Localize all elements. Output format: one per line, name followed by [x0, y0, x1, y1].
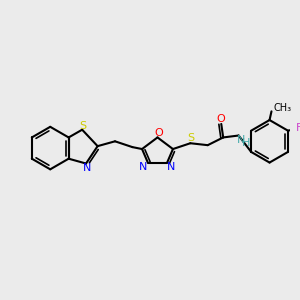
Text: N: N	[83, 164, 91, 173]
Text: H: H	[242, 138, 250, 148]
Text: F: F	[296, 123, 300, 133]
Text: O: O	[154, 128, 163, 138]
Text: S: S	[80, 121, 87, 131]
Text: S: S	[188, 134, 195, 143]
Text: N: N	[237, 135, 246, 145]
Text: O: O	[216, 114, 225, 124]
Text: N: N	[167, 162, 175, 172]
Text: N: N	[139, 162, 147, 172]
Text: CH₃: CH₃	[273, 103, 292, 113]
